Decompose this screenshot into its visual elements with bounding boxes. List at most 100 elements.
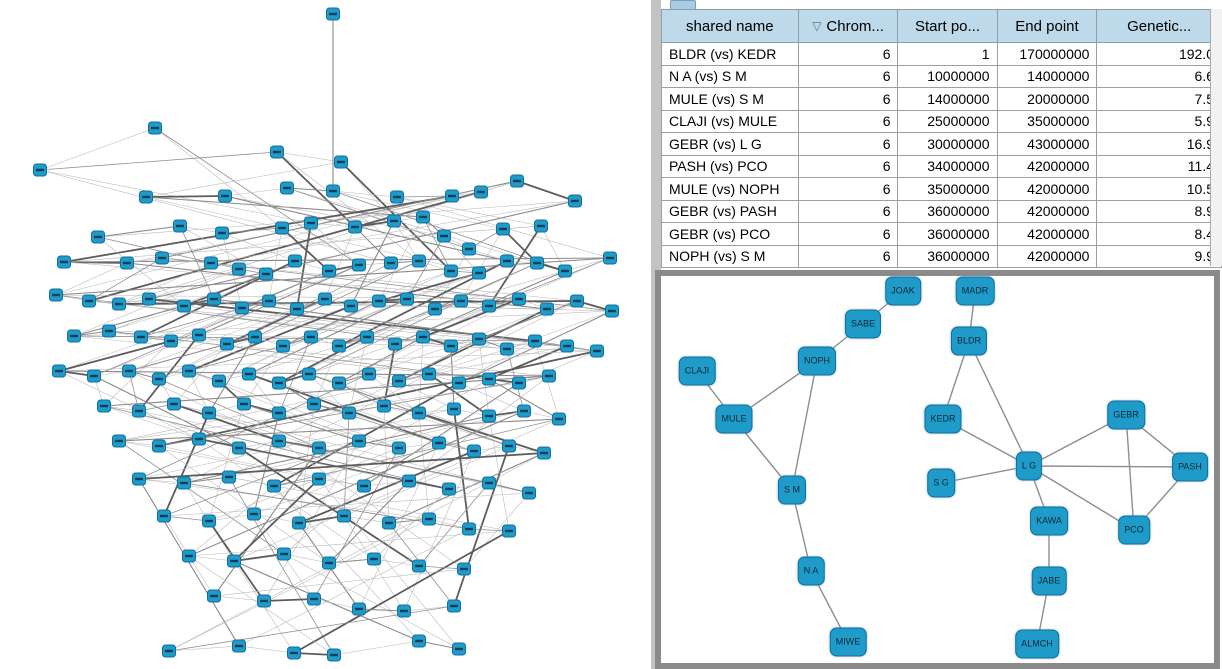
graph-edge[interactable] [1028, 465, 1191, 468]
cell-shared-name[interactable]: GEBR (vs) PCO [661, 222, 799, 246]
table-row[interactable]: BLDR (vs) KEDR 6 1 170000000 192.0 [661, 42, 1222, 66]
node-label-glyph [262, 272, 270, 276]
cell-value[interactable]: 9.9 [1096, 244, 1222, 268]
cell-shared-name[interactable]: GEBR (vs) L G [661, 132, 799, 156]
graph-edge[interactable] [1028, 465, 1135, 531]
cell-value[interactable]: 6 [797, 154, 899, 178]
cell-value[interactable]: 192.0 [1096, 42, 1222, 66]
table-row[interactable]: GEBR (vs) PASH 6 36000000 42000000 8.9 [661, 199, 1222, 223]
node-label-glyph [415, 411, 423, 415]
cell-value[interactable]: 43000000 [996, 132, 1098, 156]
graph-edge[interactable] [1125, 414, 1135, 531]
cell-value[interactable]: 6 [797, 87, 899, 111]
cell-value[interactable]: 6 [797, 199, 899, 223]
node-label-glyph [540, 451, 548, 455]
table-row[interactable]: MULE (vs) NOPH 6 35000000 42000000 10.5 [661, 177, 1222, 201]
cell-value[interactable]: 16.9 [1096, 132, 1222, 156]
cell-shared-name[interactable]: CLAJI (vs) MULE [661, 109, 799, 133]
graph-node-miwe[interactable]: MIWE [829, 627, 867, 657]
cell-value[interactable]: 1 [897, 42, 998, 66]
cell-shared-name[interactable]: BLDR (vs) KEDR [661, 42, 799, 66]
table-scroll-tab[interactable] [670, 0, 696, 9]
column-header-1[interactable]: ▽ Chrom... [797, 9, 899, 43]
table-scrollbar[interactable] [1210, 9, 1222, 266]
table-row[interactable]: MULE (vs) S M 6 14000000 20000000 7.5 [661, 87, 1222, 111]
cell-shared-name[interactable]: NOPH (vs) S M [661, 244, 799, 268]
graph-node-joak[interactable]: JOAK [885, 276, 921, 306]
cell-value[interactable]: 11.4 [1096, 154, 1222, 178]
graph-node-claji[interactable]: CLAJI [678, 356, 716, 386]
column-header-3[interactable]: End point [996, 9, 1098, 43]
cell-shared-name[interactable]: PASH (vs) PCO [661, 154, 799, 178]
cell-shared-name[interactable]: N A (vs) S M [661, 64, 799, 88]
cell-value[interactable]: 14000000 [897, 87, 998, 111]
cell-value[interactable]: 6 [797, 244, 899, 268]
cell-value[interactable]: 36000000 [897, 222, 998, 246]
table-row[interactable]: PASH (vs) PCO 6 34000000 42000000 11.4 [661, 154, 1222, 178]
graph-node-label: SABE [850, 318, 876, 329]
graph-node-kedr[interactable]: KEDR [924, 404, 962, 434]
table-row[interactable]: N A (vs) S M 6 10000000 14000000 6.6 [661, 64, 1222, 88]
table-row[interactable]: GEBR (vs) PCO 6 36000000 42000000 8.4 [661, 222, 1222, 246]
cell-value[interactable]: 6 [797, 64, 899, 88]
graph-node-kawa[interactable]: KAWA [1030, 506, 1068, 536]
filter-icon[interactable]: ▽ [812, 19, 822, 34]
graph-edge[interactable] [968, 340, 1030, 467]
cell-value[interactable]: 8.4 [1096, 222, 1222, 246]
cell-value[interactable]: 6 [797, 132, 899, 156]
graph-node-jabe[interactable]: JABE [1031, 566, 1067, 596]
cell-value[interactable]: 42000000 [996, 177, 1098, 201]
cell-value[interactable]: 6 [797, 222, 899, 246]
cell-value[interactable]: 42000000 [996, 222, 1098, 246]
cell-value[interactable]: 42000000 [996, 244, 1098, 268]
cell-value[interactable]: 10000000 [897, 64, 998, 88]
network-edge [273, 478, 320, 487]
cell-shared-name[interactable]: MULE (vs) NOPH [661, 177, 799, 201]
cell-value[interactable]: 34000000 [897, 154, 998, 178]
cell-value[interactable]: 30000000 [897, 132, 998, 156]
table-row[interactable]: NOPH (vs) S M 6 36000000 42000000 9.9 [661, 244, 1222, 268]
graph-node-gebr[interactable]: GEBR [1107, 400, 1145, 430]
cell-value[interactable]: 8.9 [1096, 199, 1222, 223]
cell-value[interactable]: 6.6 [1096, 64, 1222, 88]
cell-value[interactable]: 14000000 [996, 64, 1098, 88]
graph-node-l-g[interactable]: L G [1015, 451, 1043, 481]
graph-node-sabe[interactable]: SABE [844, 309, 882, 339]
cell-value[interactable]: 20000000 [996, 87, 1098, 111]
cell-value[interactable]: 36000000 [897, 244, 998, 268]
cell-value[interactable]: 10.5 [1096, 177, 1222, 201]
graph-node-s-g[interactable]: S G [927, 468, 955, 498]
graph-node-bldr[interactable]: BLDR [950, 326, 988, 356]
graph-node-mule[interactable]: MULE [715, 404, 753, 434]
cell-value[interactable]: 42000000 [996, 199, 1098, 223]
cell-shared-name[interactable]: GEBR (vs) PASH [661, 199, 799, 223]
graph-node-almch[interactable]: ALMCH [1015, 629, 1059, 659]
graph-node-s-m[interactable]: S M [777, 475, 807, 505]
network-edge [158, 378, 320, 449]
graph-edge[interactable] [791, 360, 818, 491]
cell-value[interactable]: 7.5 [1096, 87, 1222, 111]
graph-node-pco[interactable]: PCO [1118, 515, 1150, 545]
table-row[interactable]: GEBR (vs) L G 6 30000000 43000000 16.9 [661, 132, 1222, 156]
column-header-2[interactable]: Start po... [897, 9, 998, 43]
cell-value[interactable]: 6 [797, 42, 899, 66]
cell-value[interactable]: 6 [797, 109, 899, 133]
cell-value[interactable]: 35000000 [996, 109, 1098, 133]
cell-value[interactable]: 6 [797, 177, 899, 201]
cell-value[interactable]: 170000000 [996, 42, 1098, 66]
graph-node-pash[interactable]: PASH [1172, 452, 1208, 482]
cell-value[interactable]: 42000000 [996, 154, 1098, 178]
column-header-0[interactable]: shared name [661, 9, 799, 43]
cell-shared-name[interactable]: MULE (vs) S M [661, 87, 799, 111]
cell-value[interactable]: 5.9 [1096, 109, 1222, 133]
table-row[interactable]: CLAJI (vs) MULE 6 25000000 35000000 5.9 [661, 109, 1222, 133]
graph-edge[interactable] [940, 465, 1030, 484]
graph-node-n-a[interactable]: N A [797, 556, 825, 586]
node-label-glyph [561, 269, 569, 273]
cell-value[interactable]: 25000000 [897, 109, 998, 133]
cell-value[interactable]: 35000000 [897, 177, 998, 201]
column-header-4[interactable]: Genetic... [1096, 9, 1222, 43]
graph-node-noph[interactable]: NOPH [797, 346, 837, 376]
cell-value[interactable]: 36000000 [897, 199, 998, 223]
graph-node-madr[interactable]: MADR [955, 276, 995, 306]
